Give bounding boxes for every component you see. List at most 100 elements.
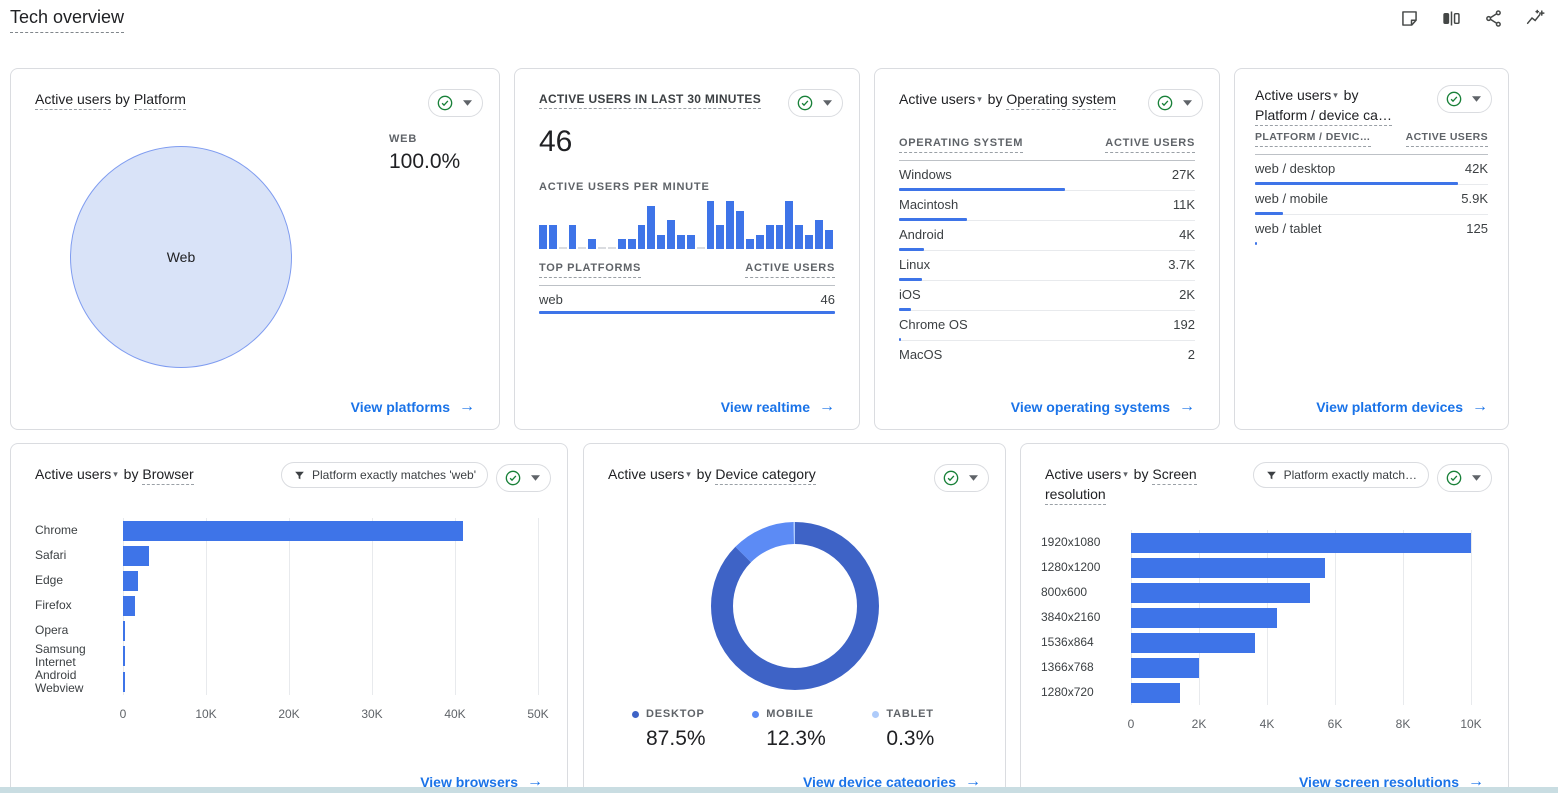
table-row[interactable]: Chrome OS 192: [899, 311, 1195, 341]
minute-bar: [647, 205, 656, 249]
column-header[interactable]: OPERATING SYSTEM: [899, 137, 1024, 153]
filter-chip[interactable]: Platform exactly matches 'web': [281, 462, 488, 488]
view-browsers-link[interactable]: View browsers →: [420, 773, 543, 790]
title-by: by: [987, 91, 1003, 107]
metric-selector[interactable]: Active users ▾: [608, 466, 691, 482]
legend-item[interactable]: TABLET 0.3%: [872, 708, 992, 751]
data-quality-badge[interactable]: [496, 464, 551, 492]
column-header[interactable]: ACTIVE USERS: [1105, 137, 1195, 153]
category-label: Chrome: [35, 523, 78, 537]
minute-bar: [598, 247, 607, 249]
screen-resolution-bar-chart[interactable]: 1920x1080 1280x1200 800x600 3840x2160 1536x8…: [1041, 530, 1508, 739]
bar[interactable]: [123, 520, 464, 541]
table-row[interactable]: web / tablet 125: [1255, 215, 1488, 245]
card-active-users-by-os: Active users ▾ by Operating system OPERAT…: [874, 68, 1220, 430]
data-quality-badge[interactable]: [1437, 85, 1492, 113]
note-icon[interactable]: [1399, 8, 1420, 29]
browser-bar-chart[interactable]: Chrome Safari Edge Firefox Opera Samsung Inte…: [35, 518, 567, 729]
bar-row: 3840x2160: [1041, 605, 1508, 630]
bar[interactable]: [1131, 557, 1325, 578]
column-header[interactable]: TOP PLATFORMS: [539, 262, 641, 278]
minute-bar: [815, 220, 823, 249]
device-category-donut-chart[interactable]: [705, 516, 885, 696]
insights-icon[interactable]: [1525, 8, 1546, 29]
comparisons-icon[interactable]: [1441, 8, 1462, 29]
table-row[interactable]: Android 4K: [899, 221, 1195, 251]
view-screen-resolutions-link[interactable]: View screen resolutions →: [1298, 773, 1484, 790]
horizontal-scrollbar[interactable]: [0, 787, 1558, 793]
dimension-selector[interactable]: Device category: [715, 466, 816, 485]
row-label: Linux: [899, 257, 931, 272]
bar-row: 1536x864: [1041, 630, 1508, 655]
donut-slice-desktop[interactable]: [710, 522, 879, 690]
bar[interactable]: [1131, 607, 1278, 628]
bar[interactable]: [1131, 682, 1180, 703]
row-label: Windows: [899, 167, 952, 182]
view-operating-systems-link[interactable]: View operating systems →: [1010, 398, 1195, 415]
metric-selector[interactable]: Active users ▾: [1255, 87, 1338, 103]
bar[interactable]: [123, 595, 135, 616]
realtime-heading[interactable]: ACTIVE USERS IN LAST 30 MINUTES: [539, 92, 761, 109]
bar[interactable]: [1131, 632, 1256, 653]
metric-selector[interactable]: Active users ▾: [899, 91, 982, 107]
minute-bar: [716, 225, 725, 249]
metric-selector[interactable]: Active users ▾: [1045, 466, 1128, 482]
view-platforms-link[interactable]: View platforms →: [350, 398, 475, 415]
data-quality-badge[interactable]: [788, 89, 843, 117]
column-header[interactable]: ACTIVE USERS: [745, 262, 835, 278]
category-label: 1366x768: [1041, 660, 1094, 674]
share-icon[interactable]: [1483, 8, 1504, 29]
table-row[interactable]: iOS 2K: [899, 281, 1195, 311]
chevron-down-icon: [1183, 100, 1192, 106]
platform-pie-chart[interactable]: Web: [70, 146, 292, 368]
bar[interactable]: [123, 646, 125, 666]
minute-bar: [805, 234, 814, 249]
bar[interactable]: [123, 545, 149, 566]
data-quality-badge[interactable]: [1148, 89, 1203, 117]
filter-chip[interactable]: Platform exactly match…: [1252, 462, 1429, 488]
table-row[interactable]: Macintosh 11K: [899, 191, 1195, 221]
bar[interactable]: [123, 672, 125, 692]
table-row[interactable]: web 46: [539, 286, 835, 314]
metric-selector[interactable]: Active users ▾: [35, 466, 118, 482]
donut-slice-tablet[interactable]: [710, 522, 879, 690]
table-row[interactable]: web / mobile 5.9K: [1255, 185, 1488, 215]
bar[interactable]: [1131, 532, 1471, 553]
dimension-selector[interactable]: Platform / device ca…: [1255, 107, 1392, 126]
view-realtime-link[interactable]: View realtime →: [720, 398, 835, 415]
view-device-categories-link[interactable]: View device categories →: [802, 773, 981, 790]
legend-item[interactable]: MOBILE 12.3%: [752, 708, 872, 751]
table-row[interactable]: Linux 3.7K: [899, 251, 1195, 281]
active-users-per-minute-chart[interactable]: [539, 201, 835, 249]
column-header[interactable]: PLATFORM / DEVIC…: [1255, 131, 1371, 147]
table-row[interactable]: web / desktop 42K: [1255, 155, 1488, 185]
dimension-selector[interactable]: Browser: [142, 466, 194, 485]
bar[interactable]: [123, 620, 126, 641]
data-quality-badge[interactable]: [1437, 464, 1492, 492]
dimension-selector[interactable]: Screen resolution: [1045, 466, 1197, 505]
row-value: 2K: [1179, 287, 1195, 302]
column-header[interactable]: ACTIVE USERS: [1405, 131, 1488, 147]
bar[interactable]: [123, 570, 138, 591]
legend-item[interactable]: DESKTOP 87.5%: [632, 708, 752, 751]
bar[interactable]: [1131, 582, 1310, 603]
arrow-right-icon: →: [1179, 398, 1195, 415]
card-title: Active users by Platform: [35, 89, 186, 110]
table-row[interactable]: Windows 27K: [899, 161, 1195, 191]
data-quality-badge[interactable]: [934, 464, 989, 492]
arrow-right-icon: →: [527, 773, 543, 790]
table-row[interactable]: MacOS 2: [899, 341, 1195, 370]
data-quality-badge[interactable]: [428, 89, 483, 117]
title-by: by: [696, 466, 712, 482]
report-title[interactable]: Tech overview: [10, 7, 125, 33]
bar[interactable]: [1131, 657, 1199, 678]
dimension-selector[interactable]: Operating system: [1006, 91, 1117, 110]
minute-bar: [677, 234, 685, 249]
view-platform-devices-link[interactable]: View platform devices →: [1316, 398, 1488, 415]
row-share-bar: [539, 311, 835, 314]
dimension-selector[interactable]: Platform: [133, 91, 186, 110]
category-label: 1280x720: [1041, 685, 1094, 699]
row-value: 5.9K: [1461, 191, 1488, 206]
metric-selector[interactable]: Active users: [35, 91, 112, 110]
minute-bar: [775, 225, 784, 249]
